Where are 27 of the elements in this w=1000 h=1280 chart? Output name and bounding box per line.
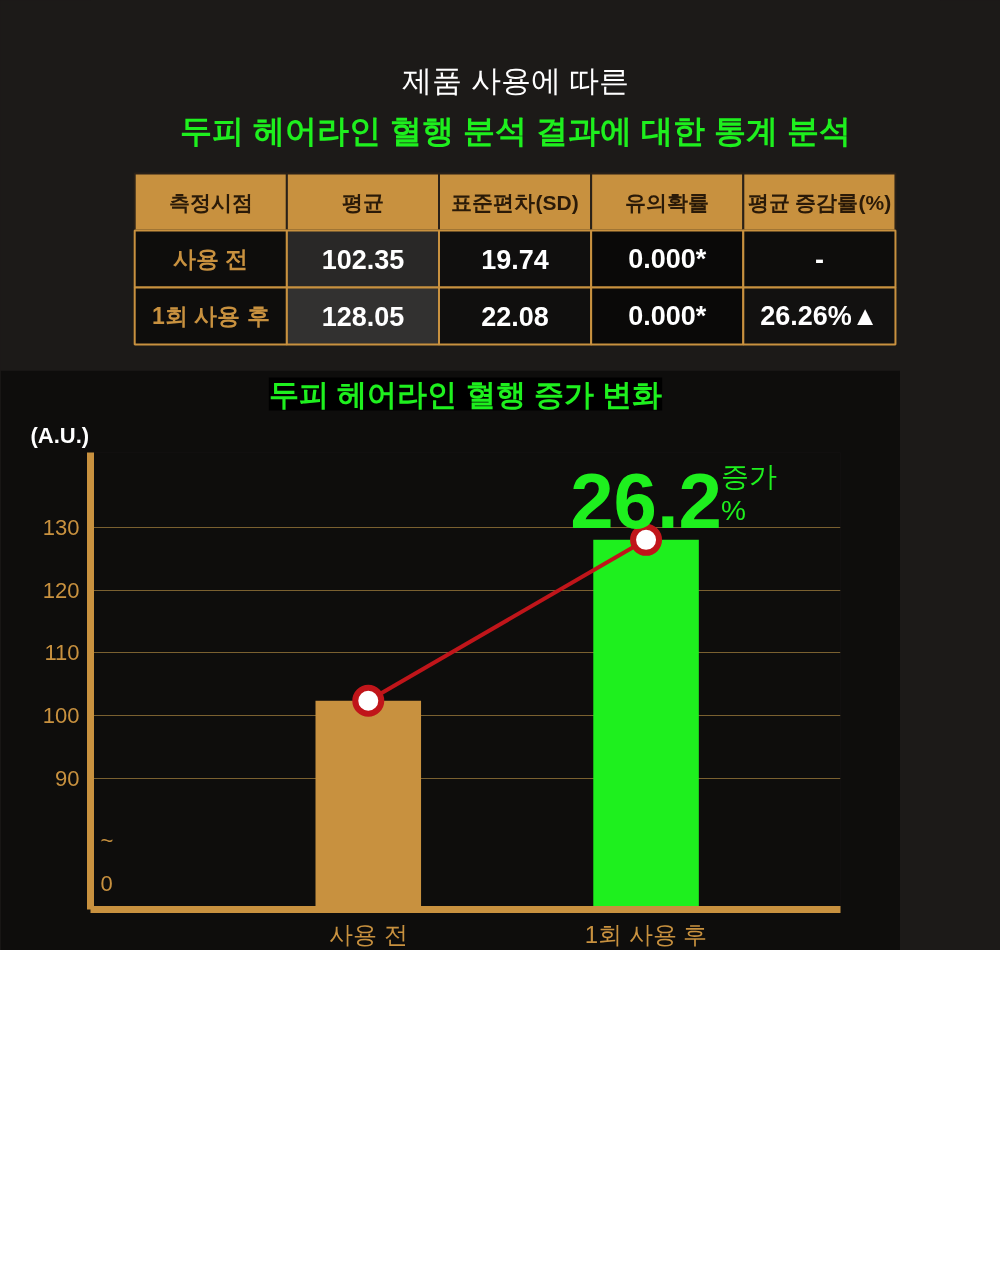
y-tick-label: 100 (42, 702, 80, 728)
annotation: 0 (100, 870, 113, 896)
y-axis-title: 측정시점 (168, 190, 253, 214)
data-label: 0.000* (628, 301, 707, 331)
y-tick-label: 120 (42, 577, 80, 603)
y-axis-title: (A.U.) (30, 422, 90, 448)
y-tick-label: 90 (55, 765, 80, 791)
data-label: 102.35 (321, 244, 405, 275)
data-label: 22.08 (481, 301, 549, 332)
data-label: 19.74 (481, 244, 549, 275)
x-tick-label: 평균 증감률(%) (747, 190, 892, 214)
annotation: ~ (100, 827, 114, 853)
x-tick-label: 표준편차(SD) (451, 190, 579, 214)
y-tick-label: 110 (44, 640, 80, 666)
chart-subtitle: 두피 헤어라인 혈행 분석 결과에 대한 통계 분석 (180, 112, 851, 149)
annotation: 26.2 (570, 456, 722, 545)
data-label: 26.26%▲ (760, 301, 879, 331)
data-label: 128.05 (321, 301, 405, 332)
x-tick-label: 유의확률 (625, 190, 710, 214)
x-tick-label: 평균 (341, 190, 384, 214)
annotation: 증가 (721, 460, 778, 492)
chart-title: 두피 헤어라인 혈행 증가 변화 (268, 377, 663, 411)
data-label: 0.000* (628, 244, 707, 274)
annotation: % (721, 494, 746, 526)
chart-title: 제품 사용에 따른 (402, 64, 629, 97)
y-tick-label: 130 (42, 515, 80, 541)
text: - (814, 244, 824, 275)
